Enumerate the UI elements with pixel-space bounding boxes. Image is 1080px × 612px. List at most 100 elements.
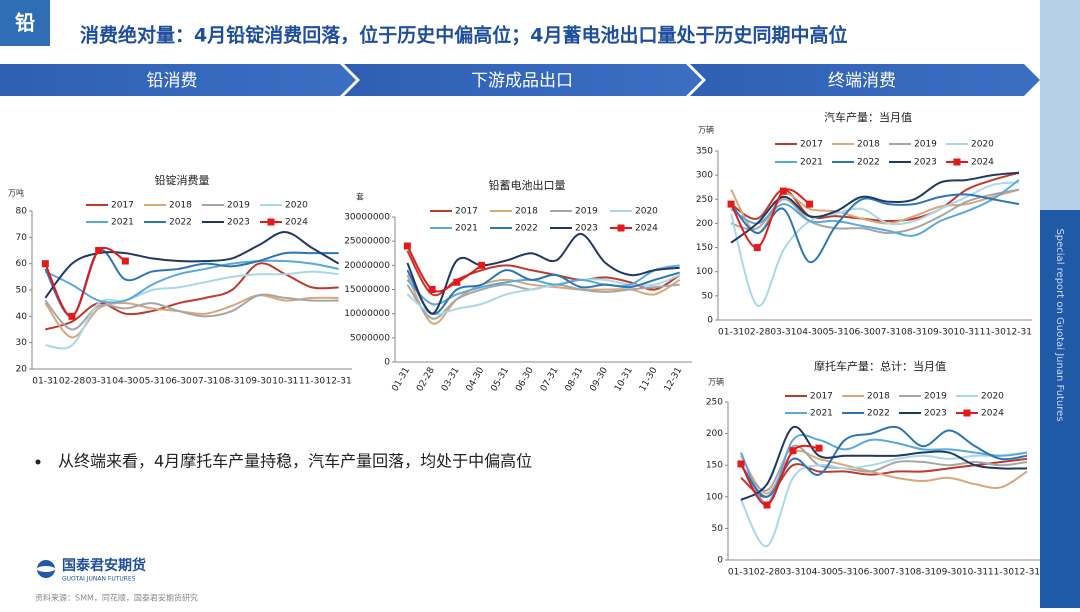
series-line	[44, 247, 126, 318]
y-unit: 套	[356, 192, 364, 202]
x-tick-label: 01-31	[718, 328, 744, 338]
y-tick-label: 250	[706, 398, 723, 408]
legend-label: 2020	[971, 140, 994, 150]
x-tick-label: 12-31	[326, 377, 352, 387]
legend-label: 2018	[169, 201, 192, 211]
y-unit: 万辆	[698, 125, 714, 135]
legend-label: 2018	[857, 140, 880, 150]
x-tick-label: 01-31	[728, 568, 754, 578]
series-line	[406, 264, 680, 306]
series-line	[730, 188, 1020, 235]
x-tick-label: 11-30	[299, 377, 325, 387]
series-line	[730, 188, 811, 249]
x-tick-label: 06-30	[849, 328, 875, 338]
legend-label: 2019	[575, 207, 598, 217]
y-tick-label: 0	[717, 556, 723, 566]
series-line	[44, 259, 339, 304]
series-line	[740, 451, 1028, 548]
y-tick-label: 300	[696, 171, 713, 181]
point-marker	[815, 444, 823, 452]
point-marker	[121, 257, 129, 265]
x-tick-label: 04-30	[797, 328, 823, 338]
point-marker	[453, 278, 461, 286]
y-tick-label: 150	[696, 243, 713, 253]
legend-label: 2022	[857, 158, 880, 168]
point-marker	[428, 286, 436, 293]
x-tick-label: 06-30	[858, 568, 884, 578]
side-strip-dark	[1040, 210, 1080, 608]
y-tick-label: 10000000	[344, 309, 390, 319]
section-label: 下游成品出口	[471, 71, 573, 91]
bullet-dot	[35, 459, 41, 465]
y-tick-label: 25000000	[344, 237, 390, 247]
y-tick-label: 100	[696, 267, 713, 277]
legend-marker	[963, 409, 971, 417]
x-tick-label: 07-31	[884, 568, 910, 578]
y-tick-label: 40	[16, 312, 28, 322]
x-tick-label: 10-31	[272, 377, 298, 387]
legend-label: 2024	[635, 224, 658, 234]
legend-label: 2021	[800, 158, 823, 168]
y-tick-label: 200	[696, 219, 713, 229]
legend-label: 2018	[515, 207, 538, 217]
legend-marker	[267, 218, 275, 226]
x-tick-label: 04-30	[112, 377, 138, 387]
legend-label: 2022	[515, 224, 538, 234]
y-tick-label: 50	[16, 286, 28, 296]
section-arrow	[344, 64, 702, 96]
legend-marker	[617, 224, 625, 232]
y-tick-label: 30000000	[344, 213, 390, 223]
series-line	[730, 181, 1020, 307]
x-tick-label: 02-28	[59, 377, 85, 387]
y-tick-label: 80	[16, 207, 28, 217]
point-marker	[789, 447, 797, 455]
legend-label: 2019	[924, 392, 947, 402]
series-line	[45, 262, 339, 331]
chart-title: 铅蓄电池出口量	[489, 178, 566, 192]
series-line	[406, 269, 680, 315]
x-tick-label: 03-31	[770, 328, 796, 338]
x-tick-label: 11-30	[980, 328, 1006, 338]
legend-label: 2021	[810, 409, 833, 419]
x-tick-label: 09-30	[927, 328, 953, 338]
point-marker	[403, 242, 411, 250]
point-marker	[727, 200, 735, 208]
y-tick-label: 350	[696, 147, 713, 157]
y-tick-label: 20000000	[344, 261, 390, 271]
legend-label: 2018	[867, 392, 890, 402]
chart-title: 铅锭消费量	[155, 173, 210, 187]
x-tick-label: 09-30	[246, 377, 272, 387]
x-tick-label: 08-31	[901, 328, 927, 338]
point-marker	[478, 261, 486, 269]
y-tick-label: 250	[696, 195, 713, 205]
point-marker	[737, 460, 745, 468]
y-tick-label: 5000000	[350, 333, 390, 343]
x-tick-label: 02-28	[744, 328, 770, 338]
section-label: 终端消费	[828, 71, 896, 91]
series-line	[730, 179, 1020, 237]
y-tick-label: 0	[707, 316, 713, 326]
section-arrow	[690, 64, 1040, 96]
series-line	[44, 294, 339, 339]
logo-name: 国泰君安期货	[62, 557, 146, 574]
legend-label: 2017	[800, 140, 823, 150]
x-tick-label: 03-31	[780, 568, 806, 578]
x-tick-label: 07-31	[875, 328, 901, 338]
x-tick-label: 10-31	[962, 568, 988, 578]
x-tick-label: 01-31	[32, 377, 58, 387]
x-tick-label: 02-28	[754, 568, 780, 578]
x-tick-label: 04-30	[806, 568, 832, 578]
legend-label: 2020	[635, 207, 658, 217]
series-line	[740, 444, 820, 506]
legend-label: 2023	[575, 224, 598, 234]
logo-name-en: GUOTAI JUNAN FUTURES	[62, 576, 136, 583]
x-tick-label: 10-31	[954, 328, 980, 338]
y-unit: 万吨	[8, 188, 24, 198]
side-text: Special report on Guotai Junan Futures	[1054, 228, 1065, 421]
series-line	[730, 193, 1020, 264]
legend-label: 2021	[111, 218, 134, 228]
y-tick-label: 15000000	[344, 285, 390, 295]
section-label: 铅消费	[147, 71, 198, 91]
series-line	[740, 433, 1028, 505]
